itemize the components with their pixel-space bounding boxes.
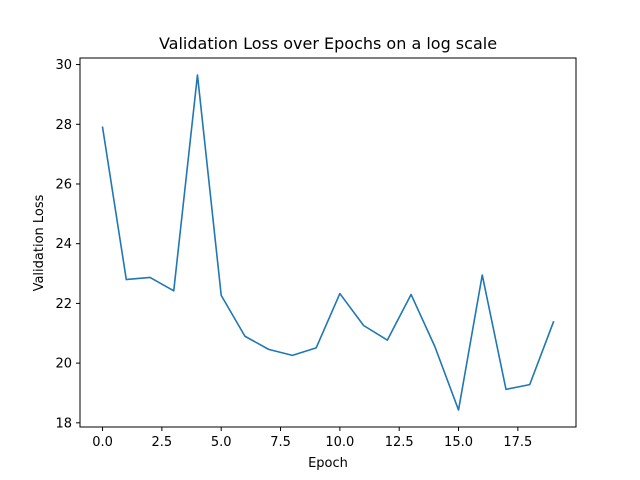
y-tick-label: 30: [55, 58, 72, 73]
chart-title: Validation Loss over Epochs on a log sca…: [159, 34, 497, 53]
y-axis-label: Validation Loss: [32, 194, 47, 291]
x-tick-label: 5.0: [211, 435, 232, 450]
y-tick-label: 24: [55, 237, 72, 252]
x-tick-label: 7.5: [270, 435, 291, 450]
y-tick-label: 28: [55, 118, 72, 133]
plot-area: [79, 57, 577, 428]
x-tick-label: 17.5: [503, 435, 532, 450]
x-tick-label: 0.0: [92, 435, 113, 450]
x-tick-label: 10.0: [325, 435, 354, 450]
x-axis: 0.0 2.5 5.0 7.5 10.0 12.5 15.0 17.5: [92, 427, 532, 450]
y-tick-label: 20: [55, 357, 72, 372]
x-axis-label: Epoch: [308, 456, 348, 471]
plot-frame: [79, 57, 577, 428]
x-tick-label: 15.0: [444, 435, 473, 450]
y-axis: 18 20 22 24 26 28 30: [55, 58, 80, 431]
y-tick-label: 18: [55, 416, 72, 431]
x-tick-label: 12.5: [385, 435, 414, 450]
x-tick-label: 2.5: [152, 435, 173, 450]
series-line-0: [101, 74, 555, 411]
y-tick-label: 22: [55, 297, 72, 312]
y-tick-label: 26: [55, 177, 72, 192]
